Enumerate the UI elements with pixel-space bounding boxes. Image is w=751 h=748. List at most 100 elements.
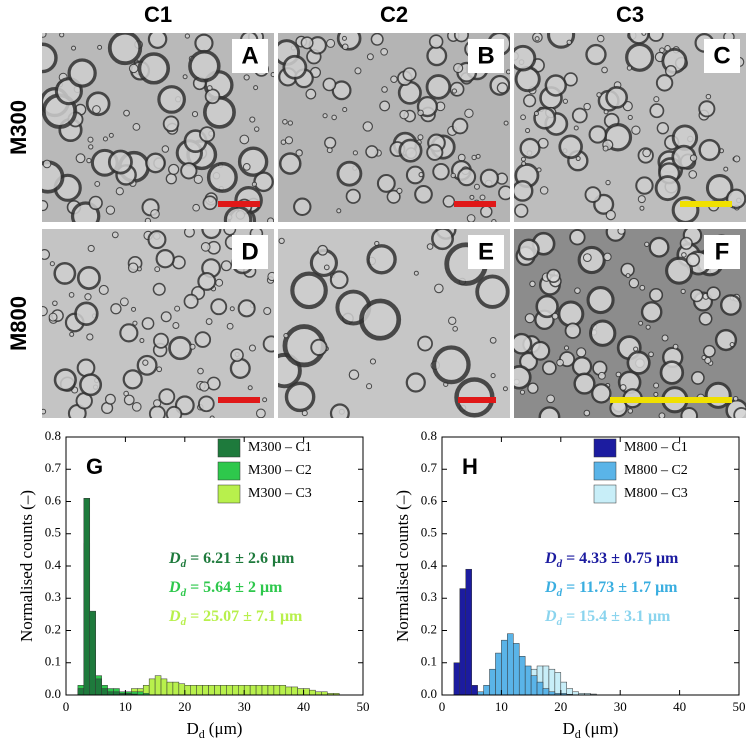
histogram-bar [501, 639, 508, 696]
droplet [664, 45, 671, 52]
droplet [42, 159, 52, 169]
droplet [475, 274, 510, 309]
droplet [431, 345, 471, 385]
droplet [653, 391, 659, 397]
x-label-unit: (μm) [209, 719, 243, 738]
droplet [521, 161, 527, 167]
y-tick-label: 0.7 [421, 460, 438, 475]
droplet [659, 47, 665, 54]
droplet [597, 371, 606, 380]
y-tick-label: 0.8 [421, 428, 437, 443]
droplet [174, 305, 181, 312]
droplet [329, 270, 349, 290]
droplet [168, 163, 180, 176]
droplet [76, 265, 101, 290]
droplet [698, 311, 713, 326]
droplet [342, 107, 348, 113]
droplet [354, 67, 362, 75]
annotation-sub: d [557, 616, 563, 628]
x-tick-label: 50 [733, 699, 746, 714]
droplet [451, 117, 469, 135]
droplet [451, 88, 458, 94]
histogram-bar [524, 665, 532, 696]
droplet [154, 266, 161, 273]
droplet [556, 358, 564, 367]
droplet [323, 264, 330, 271]
x-tick-label: 10 [495, 699, 508, 714]
droplet [414, 184, 433, 204]
droplet [148, 405, 166, 418]
droplet [206, 85, 213, 91]
droplet [417, 335, 433, 352]
droplet [284, 381, 316, 413]
droplet [644, 241, 650, 247]
droplet [366, 244, 397, 275]
droplet [242, 163, 251, 171]
droplet [453, 62, 464, 74]
droplet [255, 408, 266, 418]
droplet [533, 106, 557, 130]
droplet [145, 152, 166, 174]
droplet [290, 271, 328, 310]
droplet [370, 33, 384, 46]
droplet [139, 338, 145, 344]
letter-box [704, 235, 740, 269]
droplet [182, 74, 188, 80]
histogram-bar [465, 568, 472, 696]
droplet [197, 271, 217, 291]
droplet [153, 399, 162, 408]
droplet [348, 369, 360, 380]
droplet [619, 384, 627, 391]
x-tick-label: 20 [554, 699, 567, 714]
droplet [698, 138, 721, 162]
droplet [331, 114, 337, 121]
droplet [680, 288, 686, 294]
droplet [603, 109, 609, 115]
droplet [503, 120, 509, 126]
droplet [168, 336, 193, 361]
droplet [705, 93, 712, 100]
droplet [110, 303, 122, 315]
droplet [293, 197, 312, 217]
droplet [254, 126, 260, 132]
droplet [527, 382, 539, 394]
droplet [571, 356, 593, 377]
panel-letter: F [715, 238, 730, 265]
x-tick-label: 20 [178, 699, 191, 714]
histogram-bar [554, 672, 562, 696]
droplet [714, 328, 738, 352]
droplet [152, 282, 166, 296]
droplet [53, 368, 77, 392]
droplet [107, 149, 133, 175]
droplet [475, 153, 481, 159]
droplet [601, 66, 608, 74]
x-tick-label: 30 [614, 699, 627, 714]
x-tick-label: 50 [357, 699, 370, 714]
histogram-bar [226, 685, 233, 696]
panel-letter: C [713, 42, 730, 69]
droplet [127, 262, 139, 274]
droplet [479, 194, 486, 201]
droplet [160, 311, 172, 323]
droplet [379, 100, 391, 112]
droplet [639, 205, 645, 211]
droplet [42, 33, 47, 38]
droplet [220, 260, 232, 272]
droplet [79, 373, 103, 397]
droplet [573, 372, 596, 395]
histogram-bar [309, 689, 316, 696]
droplet [147, 33, 168, 49]
droplet [689, 154, 698, 162]
panel-letter: D [241, 238, 258, 265]
row-label: M300 [6, 100, 31, 155]
droplet [253, 85, 259, 91]
droplet [605, 209, 616, 221]
droplet [585, 43, 607, 66]
droplet [471, 154, 477, 161]
column-label: C3 [616, 2, 644, 27]
droplet [97, 44, 103, 50]
micrograph [278, 229, 510, 418]
droplet [86, 157, 92, 164]
droplet [514, 364, 532, 390]
droplet [602, 145, 609, 152]
